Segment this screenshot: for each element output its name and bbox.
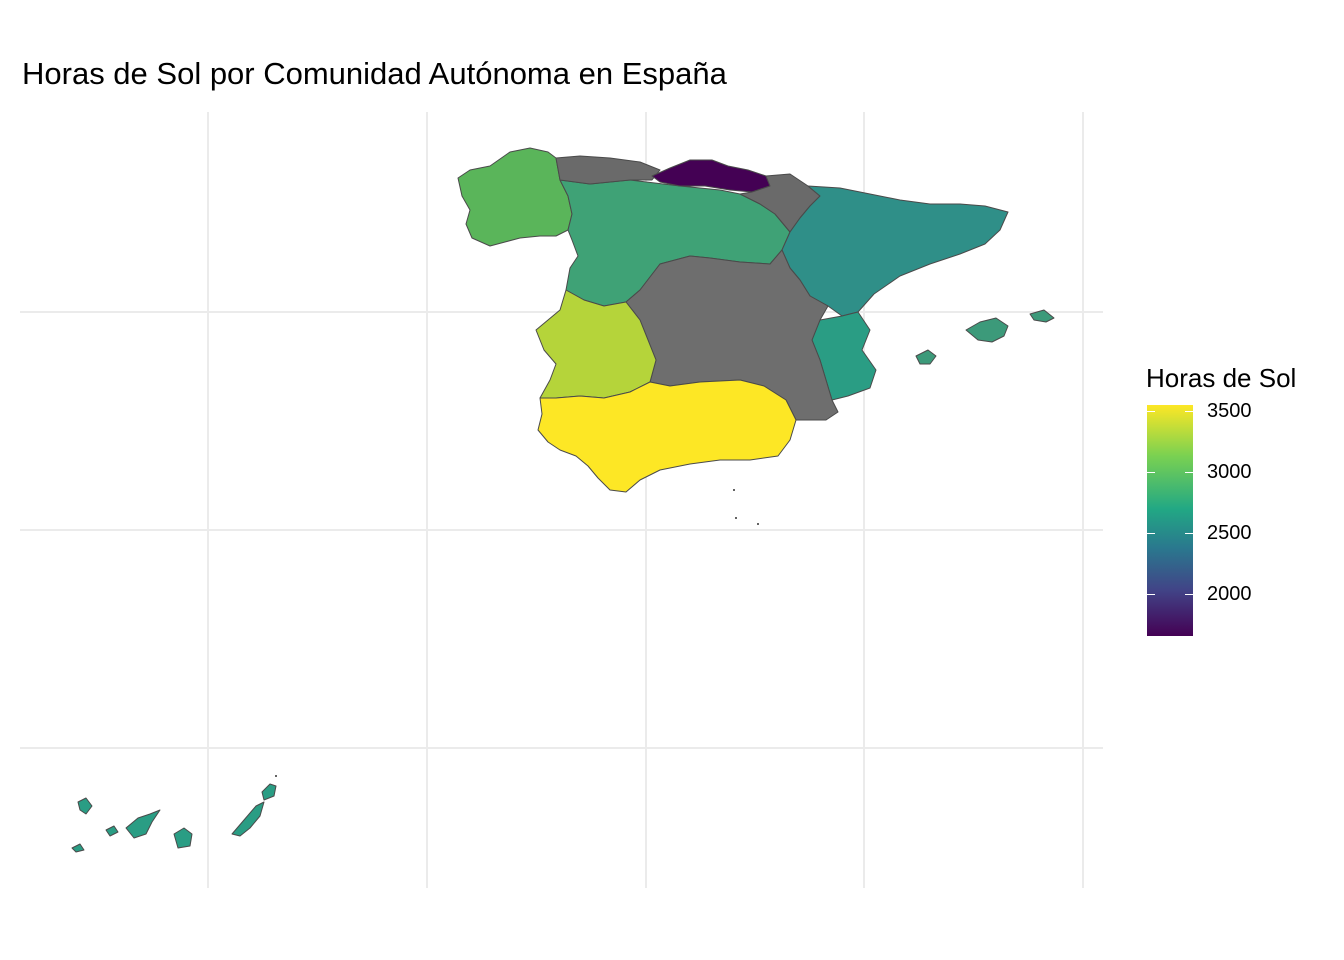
region-ibiza: [915, 349, 937, 365]
legend-tick: [1147, 594, 1155, 595]
region-galicia: [457, 147, 573, 247]
region-aragon-cataluna: [781, 185, 1009, 317]
legend-tick: [1147, 411, 1155, 412]
region-canarias-la-palma: [77, 797, 93, 815]
legend-title: Horas de Sol: [1146, 363, 1297, 393]
small-islands: [275, 489, 759, 777]
legend-tick: [1185, 533, 1193, 534]
region-asturias: [555, 155, 661, 185]
legend-label: 2500: [1207, 522, 1252, 544]
legend-label: 3500: [1207, 400, 1252, 422]
region-canarias-lanzarote: [261, 783, 277, 801]
legend-label: 2000: [1207, 583, 1252, 605]
region-canarias-gran-canaria: [173, 827, 193, 849]
region-canarias-el-hierro: [71, 843, 85, 853]
legend-tick: [1147, 533, 1155, 534]
map-title: Horas de Sol por Comunidad Autónoma en E…: [22, 56, 727, 91]
region-canarias-fuerteventura: [231, 801, 265, 837]
legend-tick: [1185, 472, 1193, 473]
legend-tick: [1147, 472, 1155, 473]
legend-colorbar: [1147, 405, 1193, 636]
region-menorca: [1029, 309, 1055, 323]
region-canarias-tenerife: [125, 809, 161, 839]
legend-tick: [1185, 594, 1193, 595]
legend-tick: [1185, 411, 1193, 412]
region-andalucia: [537, 379, 797, 493]
region-canarias-la-gomera: [105, 825, 119, 837]
legend-label: 3000: [1207, 461, 1252, 483]
region-mallorca: [965, 317, 1009, 343]
